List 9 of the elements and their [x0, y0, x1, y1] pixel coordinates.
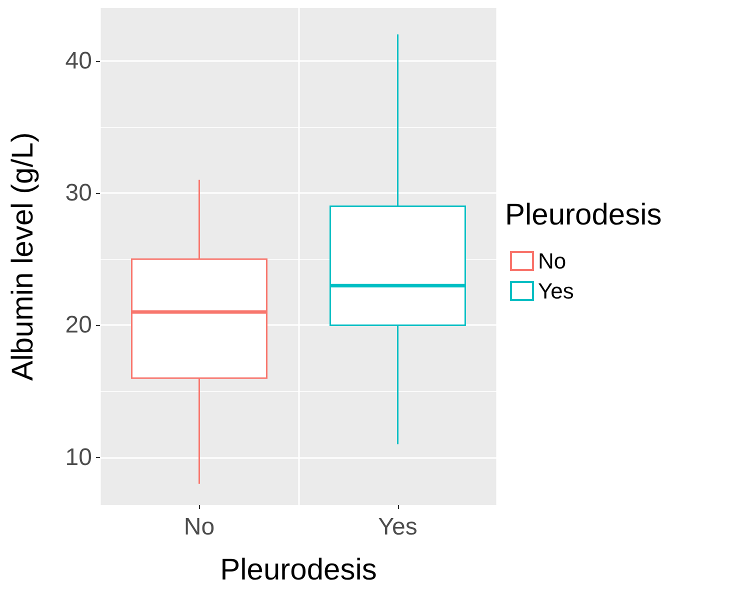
y-tick-label: 20	[65, 312, 92, 339]
legend-label: No	[538, 248, 566, 274]
y-tick-label: 10	[65, 444, 92, 471]
y-tick-label: 40	[65, 47, 92, 74]
y-axis-title: Albumin level (g/L)	[6, 132, 40, 381]
legend-title: Pleurodesis	[505, 198, 662, 232]
x-axis-title: Pleurodesis	[220, 554, 377, 586]
legend-label: Yes	[538, 278, 574, 304]
y-tick-label: 30	[65, 180, 92, 207]
